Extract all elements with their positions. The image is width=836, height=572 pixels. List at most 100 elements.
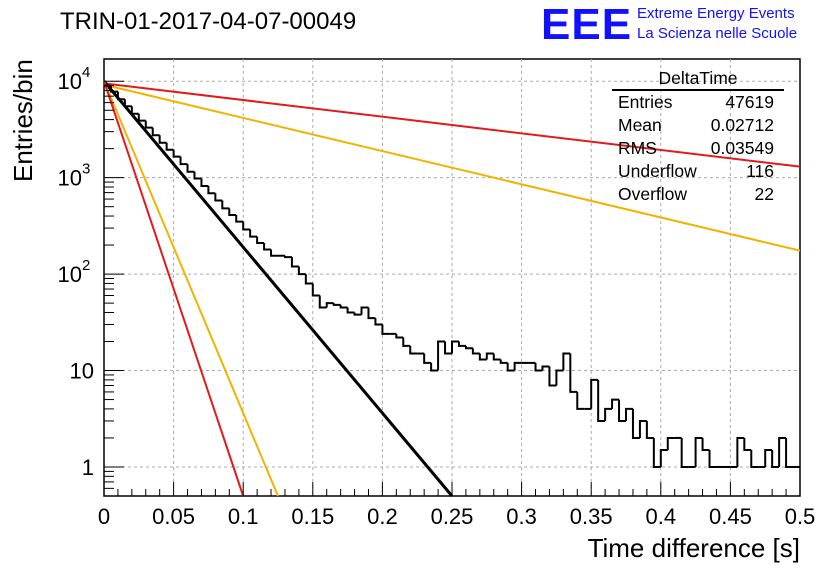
- histogram-bin: [478, 353, 487, 361]
- histogram-bin: [451, 340, 459, 354]
- histogram-bin: [701, 437, 710, 451]
- histogram-bin: [444, 341, 452, 355]
- histogram-bin: [242, 221, 251, 231]
- histogram-bin: [123, 99, 132, 108]
- histogram-bin: [165, 142, 174, 151]
- histogram-bin: [680, 437, 689, 468]
- histogram-bin: [318, 295, 327, 309]
- histogram-bin: [158, 135, 167, 144]
- histogram-bin: [694, 436, 703, 467]
- axis-ticks: 0 0.05 0.1 0.15 0.2 0.25 0.3 0.35 0.4 0.45 0.5 1 10 1…: [58, 64, 816, 529]
- histogram-bin: [193, 171, 202, 180]
- stats-row-mean: Mean 0.02712: [612, 114, 784, 137]
- stats-row-underflow: Underflow 116: [612, 160, 784, 183]
- histogram-bin: [604, 407, 613, 421]
- histogram-bin: [214, 193, 223, 202]
- histogram-bin: [597, 379, 606, 422]
- histogram-bin: [631, 408, 640, 439]
- y-tick-label: 1: [82, 455, 94, 480]
- histogram-bin: [228, 208, 237, 217]
- histogram-bin: [785, 437, 794, 468]
- stats-value: 47619: [725, 92, 774, 112]
- histogram-bin: [109, 85, 118, 93]
- histogram-bin: [374, 318, 383, 326]
- stats-value: 0.03549: [710, 138, 774, 158]
- histogram-bin: [534, 362, 543, 372]
- histogram-bin: [256, 236, 265, 245]
- histogram-bin: [249, 229, 258, 238]
- histogram-bin: [311, 283, 320, 297]
- histogram-bin: [555, 369, 564, 386]
- histogram-bin: [499, 359, 508, 364]
- stats-row-overflow: Overflow 22: [612, 183, 784, 206]
- histogram-bin: [339, 304, 348, 309]
- histogram-bin: [471, 348, 480, 355]
- histogram-bin: [151, 127, 160, 137]
- stats-value: 22: [754, 184, 774, 204]
- histogram-bin: [304, 274, 313, 285]
- histogram-bin: [332, 303, 341, 306]
- eee-logo: EEE: [541, 0, 633, 49]
- histogram-bin: [290, 257, 299, 268]
- histogram-bin: [638, 419, 647, 438]
- histogram-bin: [562, 352, 571, 371]
- histogram-bin: [736, 436, 745, 467]
- fit-line: [103, 80, 279, 497]
- histogram-bin: [130, 106, 139, 115]
- histogram-bin: [652, 437, 661, 468]
- stats-label: Mean: [618, 115, 662, 135]
- fit-line: [102, 80, 454, 497]
- histogram-bin: [235, 215, 244, 223]
- stats-label: Underflow: [618, 161, 697, 181]
- histogram-bin: [437, 340, 446, 371]
- histogram-bin: [283, 255, 292, 259]
- x-tick-label: 0.2: [367, 504, 398, 529]
- histogram-bin: [457, 341, 466, 347]
- histogram-bin: [423, 353, 432, 364]
- x-axis-label: Time difference [s]: [587, 533, 800, 563]
- stats-label: RMS: [618, 138, 657, 158]
- stats-box: DeltaTime Entries 47619 Mean 0.02712 RMS…: [612, 68, 784, 206]
- y-tick-label: 10: [58, 69, 82, 94]
- histogram-bin: [611, 398, 620, 409]
- histogram-bin: [116, 91, 125, 101]
- histogram-bin: [207, 185, 216, 195]
- y-tick-label: 10: [58, 166, 82, 191]
- stats-row-entries: Entries 47619: [612, 91, 784, 114]
- histogram-bin: [179, 156, 188, 166]
- histogram-bin: [541, 365, 550, 371]
- y-tick-label: 10: [58, 262, 82, 287]
- y-tick-label: 10: [70, 359, 94, 384]
- histogram-bin: [618, 399, 626, 422]
- histogram-bin: [778, 436, 787, 467]
- histogram-bin: [492, 353, 501, 361]
- histogram-bin: [625, 407, 633, 421]
- y-tick-exponent: 4: [82, 64, 90, 81]
- histogram-bin: [353, 312, 362, 316]
- histogram-bin: [750, 449, 759, 468]
- histogram-bin: [270, 249, 278, 257]
- histogram-bin: [645, 420, 654, 439]
- fit-line: [103, 83, 801, 252]
- x-tick-label: 0.35: [570, 504, 613, 529]
- histogram-bin: [743, 437, 752, 451]
- fit-line: [103, 82, 801, 168]
- chart-title: TRIN-01-2017-04-07-00049: [60, 8, 357, 35]
- logo-subtitle-1: Extreme Energy Events: [637, 5, 795, 22]
- histogram-bin: [576, 391, 585, 410]
- histogram-bin: [402, 337, 411, 347]
- histogram-bin: [708, 449, 717, 468]
- histogram-bin: [346, 307, 355, 314]
- histogram-bin: [172, 149, 181, 158]
- logo-subtitle-2: La Scienza nelle Scuole: [637, 25, 798, 42]
- histogram-bin: [430, 362, 439, 372]
- stats-label: Entries: [618, 92, 673, 112]
- y-axis-label: Entries/bin: [8, 59, 38, 182]
- fit-curves: [102, 80, 801, 497]
- histogram-bin: [590, 378, 599, 409]
- histogram-bin: [506, 362, 515, 372]
- x-tick-label: 0: [98, 504, 110, 529]
- histogram-bin: [771, 449, 780, 468]
- histogram-bin: [485, 352, 494, 360]
